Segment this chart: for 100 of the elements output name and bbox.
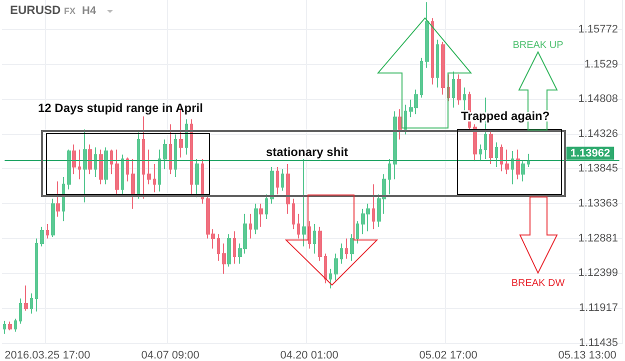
candlestick bbox=[19, 298, 22, 324]
annotation: 12 Days stupid range in April bbox=[38, 101, 203, 115]
candlestick bbox=[340, 243, 343, 264]
candlestick bbox=[334, 253, 338, 281]
annotation: BREAK UP bbox=[512, 40, 564, 51]
candlestick bbox=[393, 110, 397, 180]
x-tick-label: 2016.03.25 17:00 bbox=[4, 350, 90, 361]
candlestick bbox=[115, 149, 119, 196]
candlestick bbox=[473, 124, 477, 162]
candlestick bbox=[137, 132, 140, 200]
candlestick bbox=[297, 213, 300, 239]
chart-title: EURUSD bbox=[10, 3, 62, 17]
candlestick bbox=[324, 253, 327, 284]
candlestick bbox=[521, 160, 525, 182]
candlestick bbox=[3, 320, 6, 334]
candlestick bbox=[276, 166, 279, 195]
candlestick bbox=[8, 321, 12, 331]
candlestick bbox=[457, 74, 461, 106]
candlestick bbox=[318, 226, 322, 262]
candlestick bbox=[425, 2, 429, 68]
candlestick bbox=[78, 149, 81, 180]
candlestick bbox=[201, 158, 204, 204]
candlestick bbox=[388, 158, 391, 195]
candlestick bbox=[356, 220, 359, 244]
x-tick-label: 05.13 13:00 bbox=[558, 350, 616, 361]
candlestick bbox=[83, 128, 87, 203]
ref-line-label: 1.13962 bbox=[570, 147, 610, 160]
candlestick bbox=[126, 157, 129, 182]
candlestick bbox=[259, 203, 263, 228]
candlestick bbox=[511, 150, 514, 185]
candlestick bbox=[62, 176, 65, 222]
candlestick bbox=[345, 238, 348, 260]
candlestick bbox=[217, 234, 220, 262]
y-tick-label: 1.15772 bbox=[578, 23, 618, 36]
candlestick bbox=[441, 41, 445, 96]
candlestick bbox=[51, 198, 55, 238]
candlestick bbox=[500, 144, 503, 172]
x-tick-label: 04.20 01:00 bbox=[280, 350, 338, 361]
candlestick bbox=[174, 134, 177, 178]
candlestick bbox=[147, 149, 151, 185]
candlestick bbox=[56, 180, 60, 218]
candlestick bbox=[99, 149, 103, 185]
candlestick bbox=[436, 39, 439, 88]
candlestick bbox=[110, 149, 113, 175]
candlestick bbox=[14, 318, 17, 332]
candlestick bbox=[35, 238, 38, 312]
candlestick bbox=[420, 57, 423, 98]
candlestick bbox=[372, 184, 375, 230]
candlestick bbox=[153, 164, 156, 193]
annotation: stationary shit bbox=[266, 145, 348, 159]
candlestick bbox=[222, 243, 226, 274]
candlestick bbox=[463, 86, 466, 112]
candlestick bbox=[302, 158, 306, 247]
y-tick-label: 1.11917 bbox=[579, 302, 618, 314]
y-tick-label: 1.14326 bbox=[578, 128, 618, 140]
candlestick bbox=[46, 224, 49, 239]
candlestick bbox=[169, 124, 172, 175]
candlestick bbox=[163, 138, 167, 170]
candlestick bbox=[40, 226, 44, 247]
candlestick bbox=[249, 213, 252, 239]
candlestick bbox=[292, 198, 295, 230]
candlestick bbox=[313, 224, 316, 254]
candlestick bbox=[254, 203, 258, 235]
x-tick-label: 04.07 09:00 bbox=[141, 350, 200, 361]
candlestick bbox=[404, 104, 407, 135]
candlestick bbox=[131, 158, 135, 210]
x-tick-label: 05.02 17:00 bbox=[419, 350, 478, 361]
candlestick bbox=[286, 164, 290, 214]
candlestick bbox=[121, 154, 124, 195]
y-tick-label: 1.1529 bbox=[584, 58, 618, 70]
y-tick-label: 1.12881 bbox=[578, 232, 618, 244]
candlestick bbox=[67, 149, 71, 190]
candlestick bbox=[24, 284, 28, 312]
candlestick bbox=[233, 230, 236, 264]
annotation: H4 bbox=[82, 5, 97, 17]
candlestick bbox=[350, 234, 354, 262]
candlestick bbox=[495, 142, 498, 168]
candlestick bbox=[452, 71, 455, 108]
candlestick bbox=[72, 144, 76, 175]
candlestick bbox=[527, 153, 530, 168]
candlestick bbox=[88, 144, 92, 175]
candlestick bbox=[227, 234, 231, 268]
y-tick-label: 1.13363 bbox=[578, 198, 618, 210]
y-tick-label: 1.11435 bbox=[579, 336, 618, 349]
annotation: BREAK DW bbox=[511, 278, 566, 289]
candlestick bbox=[158, 149, 161, 192]
candlestick bbox=[281, 168, 284, 192]
candlestick bbox=[270, 166, 274, 204]
text: FX bbox=[64, 6, 76, 16]
candlestick bbox=[479, 144, 482, 162]
candlestick bbox=[265, 194, 268, 220]
candlestick bbox=[30, 292, 33, 314]
candlestick bbox=[195, 158, 199, 198]
candlestick bbox=[104, 146, 108, 185]
y-tick-label: 1.13845 bbox=[578, 162, 618, 175]
y-tick-label: 1.12399 bbox=[578, 267, 618, 280]
candlestick bbox=[185, 118, 188, 156]
candlestick bbox=[505, 149, 509, 175]
candlestick bbox=[308, 220, 311, 250]
candlestick bbox=[329, 268, 332, 289]
